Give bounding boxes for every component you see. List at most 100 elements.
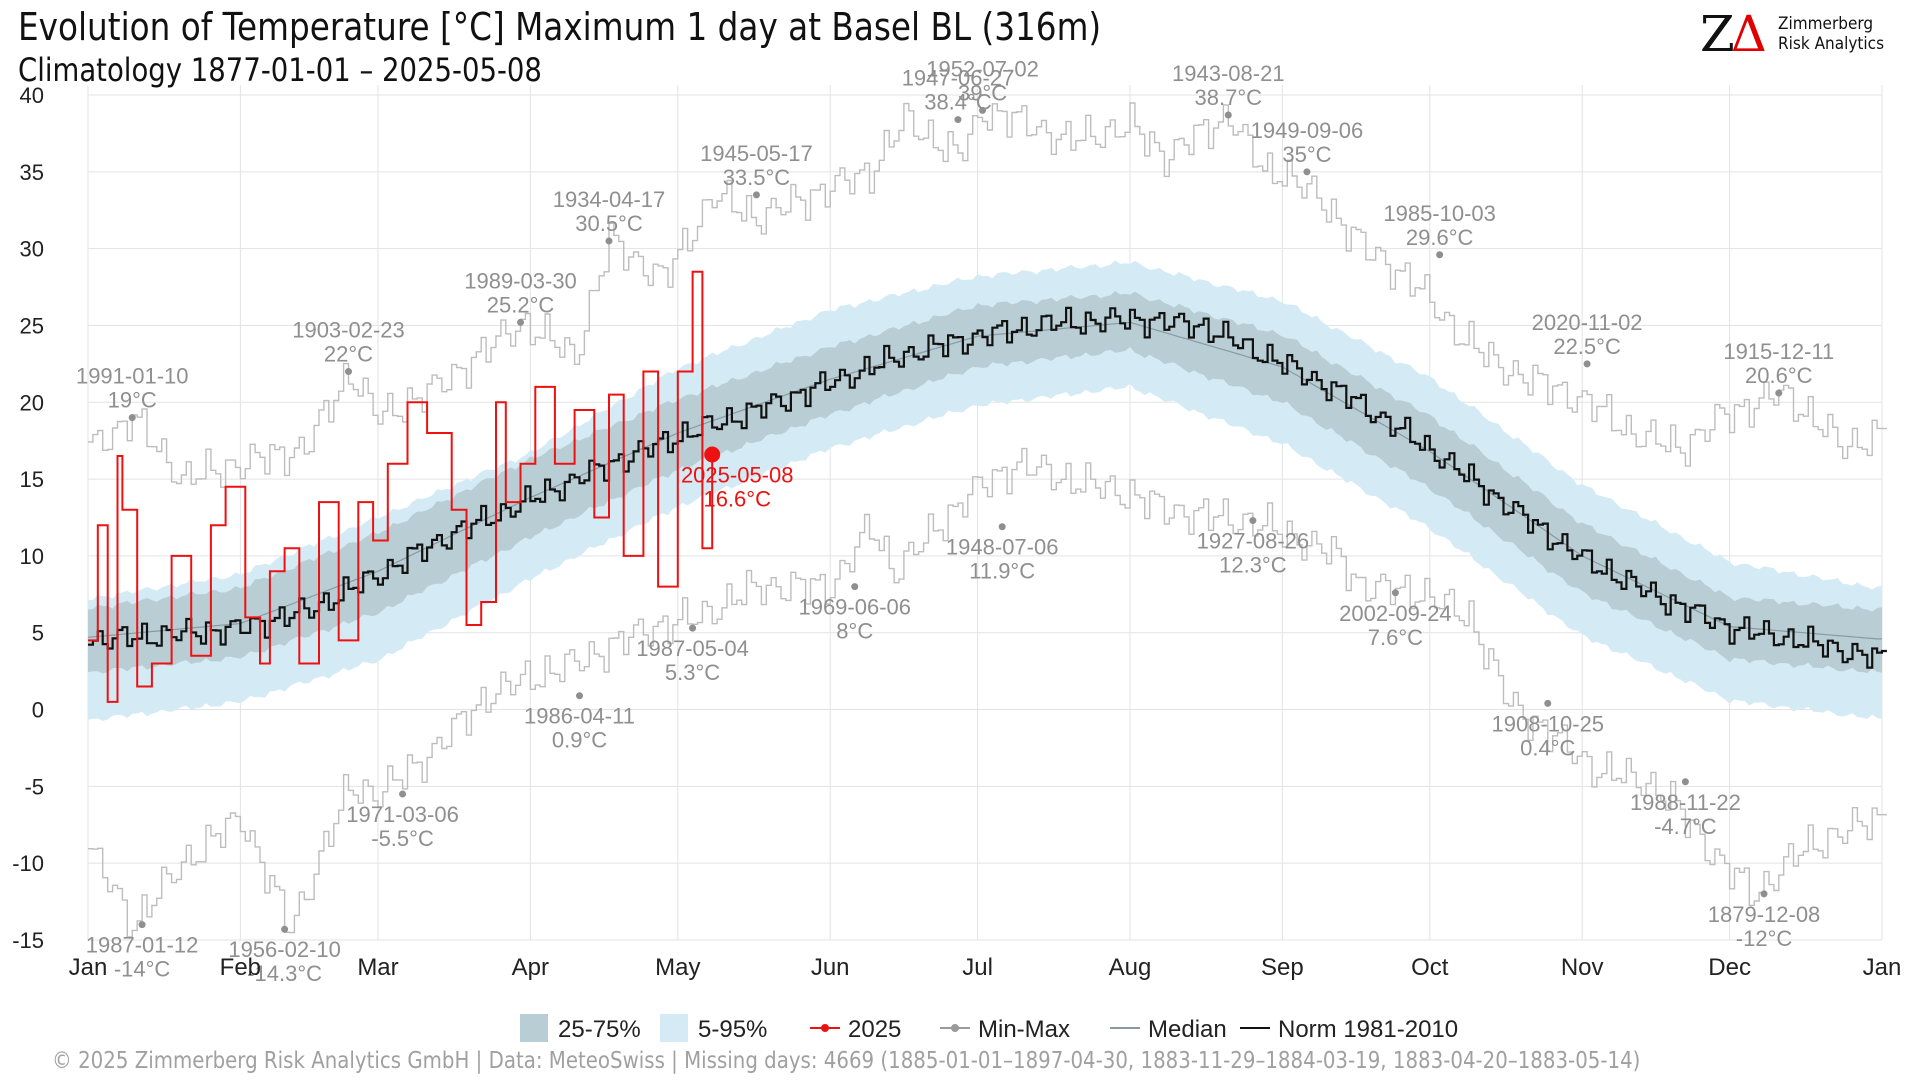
max-annotation-value: 22.5°C	[1553, 334, 1621, 359]
min-record-line	[88, 447, 1887, 938]
logo-mark: ZΔ	[1700, 5, 1767, 63]
max-annotation-point	[1436, 251, 1444, 259]
max-annotation-point	[128, 414, 136, 422]
max-annotation-value: 25.2°C	[487, 292, 555, 317]
max-annotation-date: 1903-02-23	[292, 318, 405, 343]
y-tick-label: -5	[24, 774, 44, 799]
max-annotation-point	[1775, 389, 1783, 397]
logo-text: Zimmerberg Risk Analytics	[1778, 14, 1884, 54]
max-annotation-point	[752, 191, 760, 199]
y-tick-label: -10	[12, 851, 44, 876]
min-max-lines	[88, 102, 1887, 938]
max-annotation-date: 1943-08-21	[1172, 61, 1285, 86]
x-tick-label: Jan	[1863, 954, 1902, 981]
max-annotation-date: 1945-05-17	[700, 141, 813, 166]
max-annotation-value: 20.6°C	[1745, 363, 1813, 388]
series-2025-line	[88, 270, 714, 703]
legend-point	[951, 1024, 959, 1032]
x-tick-label: Jul	[962, 954, 993, 981]
max-annotation-date: 1991-01-10	[76, 364, 189, 389]
min-annotation-value: 11.9°C	[969, 559, 1035, 584]
max-annotation-point	[605, 237, 613, 245]
percentile-bands	[88, 260, 1882, 721]
y-tick-label: -15	[12, 928, 44, 953]
min-annotation-value: 7.6°C	[1368, 625, 1423, 650]
min-annotation-point	[1544, 699, 1552, 707]
y-tick-label: 10	[20, 544, 44, 569]
legend-swatch	[520, 1014, 548, 1042]
min-annotation-point	[1249, 517, 1257, 525]
min-annotation-point	[1391, 589, 1399, 597]
x-tick-label: Sep	[1261, 954, 1304, 981]
x-tick-label: Dec	[1708, 954, 1751, 981]
min-annotation-point	[399, 790, 407, 798]
y-tick-label: 30	[20, 237, 44, 262]
x-tick-label: Nov	[1561, 954, 1604, 981]
max-annotation-value: 30.5°C	[575, 211, 643, 236]
current-day-date: 2025-05-08	[681, 463, 794, 488]
min-annotation-point	[1681, 778, 1689, 786]
min-annotation-point	[1760, 890, 1768, 898]
min-annotation-value: 5.3°C	[665, 660, 720, 685]
max-record-line	[88, 102, 1887, 488]
min-annotation-date: 1956-02-10	[228, 937, 341, 962]
min-annotation-date: 1987-05-04	[636, 636, 749, 661]
x-tick-label: Oct	[1411, 954, 1449, 981]
max-annotation-value: 39°C	[958, 80, 1007, 105]
max-annotation-value: 35°C	[1282, 142, 1331, 167]
min-annotation-point	[576, 692, 584, 700]
norm-layer	[88, 306, 1887, 669]
x-tick-label: Jan	[69, 954, 108, 981]
current-day-point	[704, 446, 721, 463]
y-tick-label: 35	[20, 160, 44, 185]
max-annotation-date: 1934-04-17	[553, 187, 666, 212]
legend-point	[821, 1024, 829, 1032]
max-annotation-date: 1947-06-27	[902, 66, 1015, 91]
y-tick-label: 15	[20, 467, 44, 492]
series-2025-layer	[88, 270, 714, 703]
legend-label: 2025	[848, 1016, 901, 1043]
x-tick-label: May	[655, 954, 700, 981]
max-annotation-value: 33.5°C	[723, 165, 791, 190]
legend-label: 25-75%	[558, 1016, 641, 1043]
min-annotation-date: 1986-04-11	[524, 704, 635, 729]
max-annotation-date: 1949-09-06	[1251, 118, 1364, 143]
min-annotation-point	[138, 921, 146, 929]
logo-line-2: Risk Analytics	[1778, 34, 1885, 54]
company-logo: ZΔ Zimmerberg Risk Analytics	[1700, 8, 1900, 60]
min-annotation-date: 1908-10-25	[1492, 711, 1605, 736]
min-annotation-date: 1969-06-06	[798, 595, 911, 620]
y-tick-label: 20	[20, 390, 44, 415]
min-annotation-value: 12.3°C	[1219, 553, 1287, 578]
min-annotation-point	[998, 523, 1006, 531]
chart-title: Evolution of Temperature [°C] Maximum 1 …	[18, 5, 1102, 49]
min-annotation-date: 1971-03-06	[346, 802, 459, 827]
y-tick-label: 0	[32, 698, 44, 723]
y-tick-label: 25	[20, 313, 44, 338]
max-annotation-point	[979, 106, 987, 114]
max-annotation-value: 22°C	[324, 342, 373, 367]
axis-labels: 40 35 30 25 20 15 10 5 0 -5 -10 -15 Jan Feb Mar Apr May J…	[12, 83, 1901, 981]
min-annotation-date: 1987-01-12	[86, 933, 199, 958]
min-annotation-point	[851, 583, 859, 591]
min-annotation-point	[281, 925, 289, 933]
legend-swatch	[660, 1014, 688, 1042]
max-annotation-point	[344, 368, 352, 376]
min-annotation-date: 1988-11-22	[1630, 790, 1741, 815]
x-tick-label: Apr	[512, 954, 549, 981]
x-tick-label: Jun	[811, 954, 850, 981]
max-annotation-value: 38.7°C	[1195, 85, 1263, 110]
min-annotation-value: -12°C	[1736, 926, 1793, 951]
min-annotation-value: -14.3°C	[247, 961, 322, 986]
min-annotation-date: 2002-09-24	[1339, 601, 1452, 626]
max-annotation-value: 29.6°C	[1406, 225, 1474, 250]
min-annotation-value: -14°C	[114, 957, 171, 982]
min-annotation-value: 0.9°C	[552, 728, 607, 753]
max-annotation-point	[954, 116, 962, 124]
band-25-75	[88, 291, 1882, 674]
min-annotation-value: 0.4°C	[1520, 735, 1575, 760]
max-annotation-date: 2020-11-02	[1532, 310, 1643, 335]
min-annotation-point	[689, 624, 697, 632]
y-tick-label: 40	[20, 83, 44, 108]
